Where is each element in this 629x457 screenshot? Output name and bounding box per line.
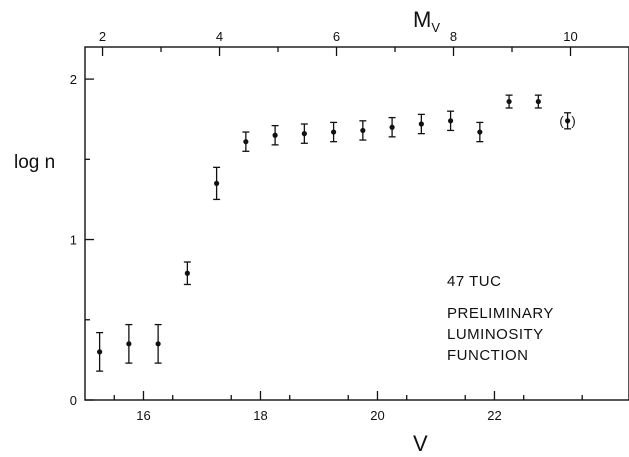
x2-tick-label: 10 — [563, 29, 577, 44]
data-point — [477, 129, 483, 135]
annotation-line-1: PRELIMINARY — [447, 305, 554, 322]
data-point — [126, 341, 132, 347]
x-tick-label: 20 — [370, 408, 384, 423]
data-point — [389, 124, 395, 130]
data-point — [97, 349, 103, 355]
x2-tick-label: 4 — [216, 29, 223, 44]
plot-frame — [84, 46, 629, 401]
data-point — [272, 132, 278, 138]
data-point — [506, 98, 512, 105]
data-point — [155, 341, 161, 347]
paren-left: ( — [559, 113, 564, 128]
data-point — [214, 180, 220, 186]
y-tick-label: 2 — [70, 72, 77, 87]
top-axis-title-main: M — [413, 7, 431, 32]
annotation-line-3: FUNCTION — [447, 347, 529, 364]
data-point — [447, 118, 454, 124]
x2-tick-label: 6 — [333, 29, 340, 44]
y-tick-label: 1 — [70, 233, 77, 248]
data-points: () — [96, 94, 576, 372]
y-axis-title: log n — [14, 152, 55, 173]
data-point — [535, 98, 541, 105]
data-point — [243, 139, 249, 145]
annotation-line-2: LUMINOSITY — [447, 326, 544, 343]
data-point — [418, 121, 424, 127]
x-tick-label: 22 — [487, 408, 501, 423]
y-tick-label: 0 — [70, 393, 77, 408]
paren-right: ) — [571, 113, 575, 128]
x-tick-label: 18 — [253, 408, 267, 423]
top-axis-title: MV — [413, 7, 440, 35]
data-point — [184, 270, 190, 276]
annotation-block: 47 TUC PRELIMINARY LUMINOSITY FUNCTION — [447, 273, 554, 364]
axis-ticks — [85, 47, 583, 401]
annotation-cluster-name: 47 TUC — [447, 273, 501, 290]
data-point — [331, 129, 337, 135]
data-point — [360, 127, 366, 134]
data-point — [301, 131, 307, 137]
x2-tick-label: 8 — [450, 29, 457, 44]
data-point — [564, 118, 571, 124]
top-axis-title-subscript: V — [431, 20, 440, 35]
x-axis-title: V — [413, 431, 428, 456]
x2-tick-label: 2 — [99, 29, 106, 44]
x-tick-label: 16 — [136, 408, 150, 423]
